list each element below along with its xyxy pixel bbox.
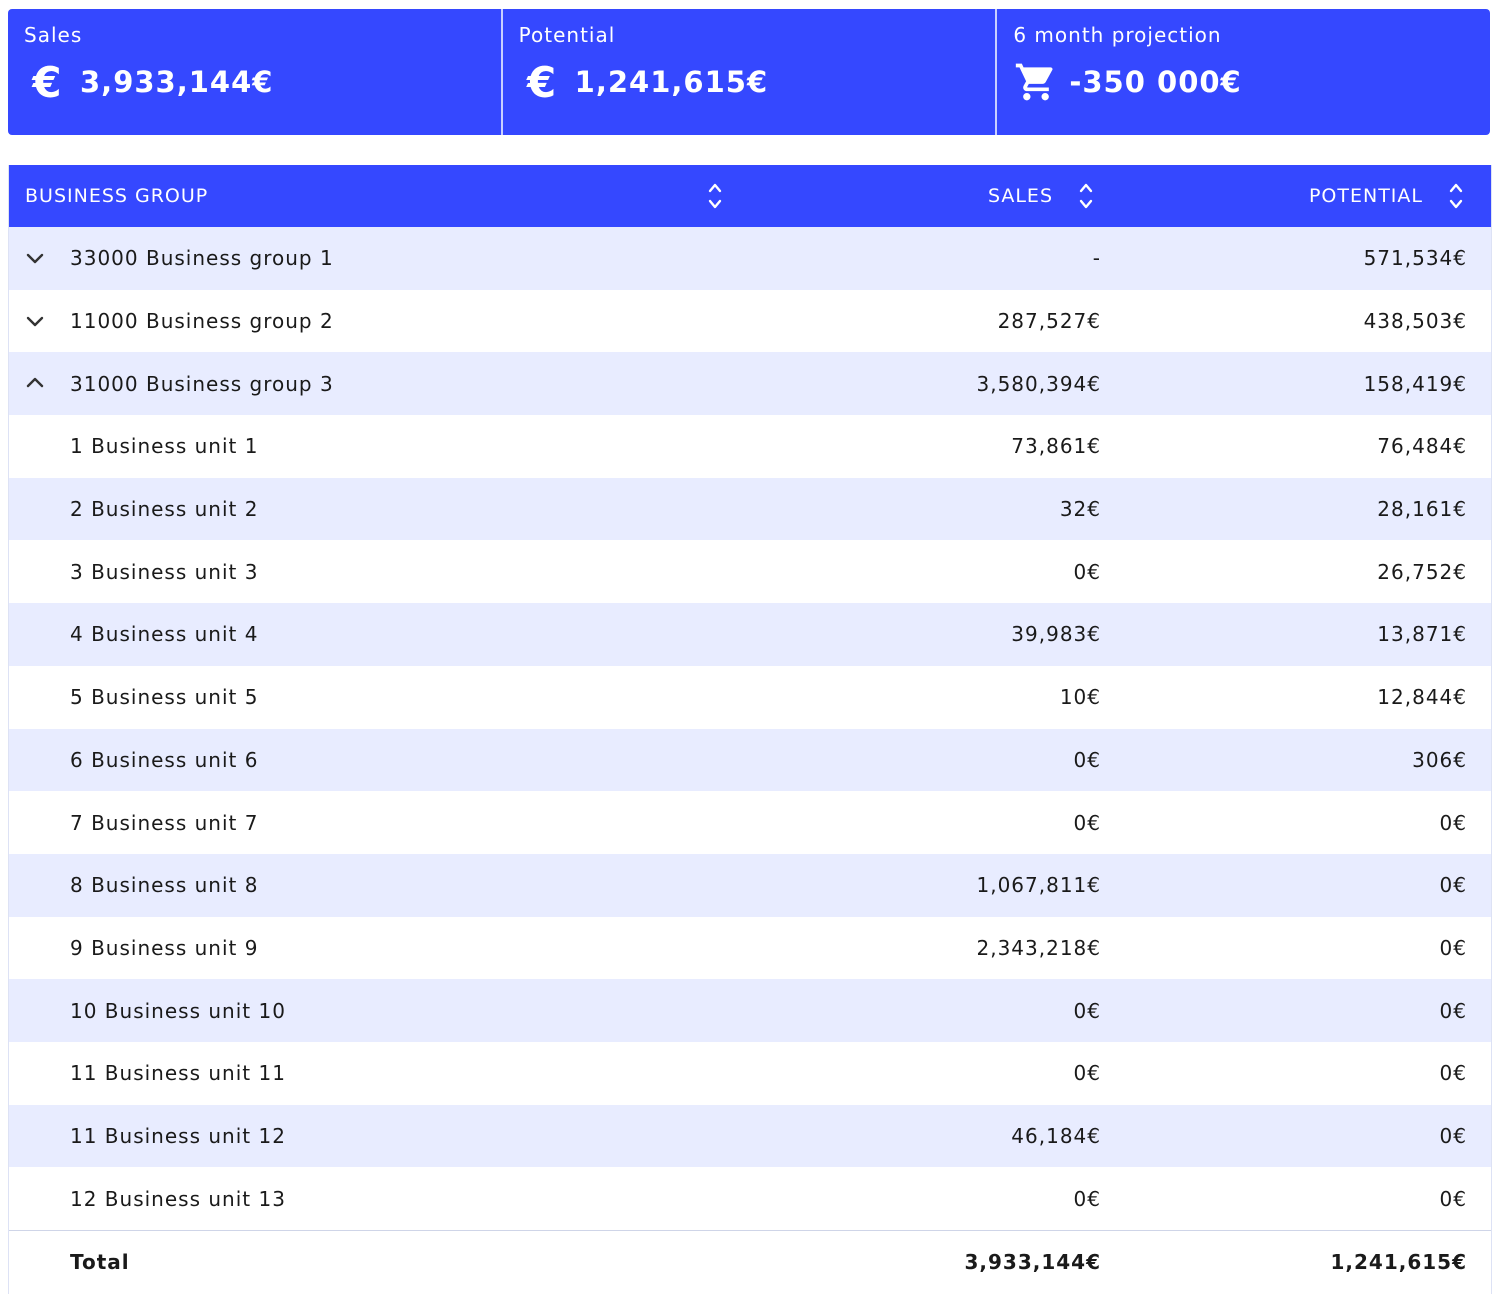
row-potential: 28,161€ [1377,497,1467,522]
sort-icon[interactable] [1078,180,1094,212]
row-name: 33000 Business group 1 [70,246,334,271]
row-sales: - [1092,246,1101,271]
chevron-down-icon[interactable] [25,248,45,268]
row-potential: 571,534€ [1363,246,1467,271]
cart-icon [1013,59,1059,105]
table-row: 10 Business unit 10 0€ 0€ [9,979,1491,1042]
row-name: 12 Business unit 13 [70,1186,286,1211]
row-sales: 0€ [1073,1061,1101,1086]
row-sales: 73,861€ [1011,434,1101,459]
row-sales: 0€ [1073,810,1101,835]
table-row: 1 Business unit 1 73,861€ 76,484€ [9,415,1491,478]
row-name: 9 Business unit 9 [70,935,259,960]
row-sales: 10€ [1059,685,1101,710]
kpi-card-potential: Potential € 1,241,615€ [500,9,996,135]
row-name: 2 Business unit 2 [70,497,259,522]
total-label: Total [70,1250,130,1275]
euro-icon: € [32,57,62,107]
row-potential: 0€ [1439,1061,1467,1086]
table-row: 5 Business unit 5 10€ 12,844€ [9,665,1491,729]
euro-icon: € [527,57,557,107]
sort-icon[interactable] [1448,180,1464,212]
total-row: Total 3,933,144€ 1,241,615€ [9,1230,1491,1294]
table-row[interactable]: 31000 Business group 3 3,580,394€ 158,41… [9,352,1491,416]
row-name: 5 Business unit 5 [70,685,259,710]
row-sales: 0€ [1073,998,1101,1023]
kpi-card-sales: Sales € 3,933,144€ [8,9,501,135]
table-row: 3 Business unit 3 0€ 26,752€ [9,540,1491,604]
table-row[interactable]: 11000 Business group 2 287,527€ 438,503€ [9,289,1491,353]
row-name: 31000 Business group 3 [70,371,334,396]
row-potential: 13,871€ [1377,622,1467,647]
row-potential: 158,419€ [1363,371,1467,396]
kpi-label: Potential [518,23,616,47]
row-name: 3 Business unit 3 [70,559,259,584]
table-row: 11 Business unit 11 0€ 0€ [9,1041,1491,1105]
row-potential: 0€ [1439,810,1467,835]
table-row: 11 Business unit 12 46,184€ 0€ [9,1104,1491,1168]
table-row: 8 Business unit 8 1,067,811€ 0€ [9,853,1491,917]
row-name: 6 Business unit 6 [70,747,259,772]
row-name: 11 Business unit 11 [70,1061,286,1086]
kpi-label: 6 month projection [1013,23,1222,47]
row-potential: 76,484€ [1377,434,1467,459]
row-name: 11000 Business group 2 [70,309,334,334]
kpi-label: Sales [24,23,83,47]
row-potential: 0€ [1439,1186,1467,1211]
table-row: 6 Business unit 6 0€ 306€ [9,728,1491,792]
table-row: 9 Business unit 9 2,343,218€ 0€ [9,916,1491,980]
chevron-down-icon[interactable] [25,311,45,331]
row-potential: 438,503€ [1363,309,1467,334]
total-potential: 1,241,615€ [1330,1250,1467,1275]
row-sales: 32€ [1059,497,1101,522]
row-potential: 0€ [1439,935,1467,960]
chevron-up-icon[interactable] [25,373,45,393]
sort-icon[interactable] [707,180,723,212]
row-potential: 306€ [1412,747,1467,772]
total-sales: 3,933,144€ [964,1250,1101,1275]
table-row: 2 Business unit 2 32€ 28,161€ [9,477,1491,541]
row-potential: 0€ [1439,1123,1467,1148]
row-sales: 3,580,394€ [976,371,1101,396]
row-sales: 46,184€ [1011,1123,1101,1148]
business-table: BUSINESS GROUP SALES POTENTIAL 33000 Bus… [8,165,1492,1294]
row-name: 10 Business unit 10 [70,998,286,1023]
row-sales: 39,983€ [1011,622,1101,647]
row-name: 7 Business unit 7 [70,810,259,835]
row-potential: 12,844€ [1377,685,1467,710]
row-name: 4 Business unit 4 [70,622,259,647]
row-sales: 287,527€ [997,309,1101,334]
row-potential: 0€ [1439,998,1467,1023]
row-sales: 0€ [1073,559,1101,584]
table-row: 7 Business unit 7 0€ 0€ [9,791,1491,854]
kpi-value: 1,241,615€ [574,65,769,99]
kpi-value: 3,933,144€ [80,65,274,99]
table-row[interactable]: 33000 Business group 1 - 571,534€ [9,227,1491,290]
row-potential: 26,752€ [1377,559,1467,584]
column-header-potential[interactable]: POTENTIAL [1308,185,1423,207]
table-row: 4 Business unit 4 39,983€ 13,871€ [9,603,1491,666]
column-header-sales[interactable]: SALES [987,185,1053,207]
table-header: BUSINESS GROUP SALES POTENTIAL [9,165,1491,227]
row-sales: 0€ [1073,1186,1101,1211]
column-header-business-group[interactable]: BUSINESS GROUP [25,185,209,207]
kpi-card-projection: 6 month projection -350 000€ [995,9,1490,135]
row-name: 8 Business unit 8 [70,873,259,898]
row-sales: 2,343,218€ [976,935,1101,960]
row-sales: 0€ [1073,747,1101,772]
row-potential: 0€ [1439,873,1467,898]
kpi-bar: Sales € 3,933,144€ Potential € 1,241,615… [8,9,1490,135]
row-name: 11 Business unit 12 [70,1123,286,1148]
table-row: 12 Business unit 13 0€ 0€ [9,1167,1491,1230]
row-name: 1 Business unit 1 [70,434,259,459]
kpi-value: -350 000€ [1069,65,1242,99]
row-sales: 1,067,811€ [976,873,1101,898]
